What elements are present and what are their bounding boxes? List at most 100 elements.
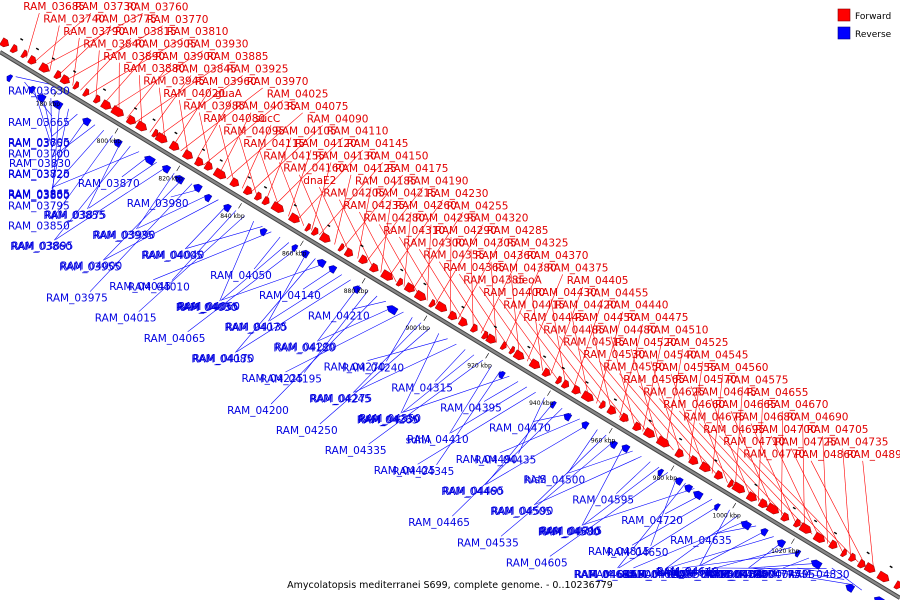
gene-label: RAM_04380	[495, 262, 557, 274]
gene-label: RAM_04140	[259, 290, 321, 302]
leader-line	[535, 456, 642, 505]
leader-line	[499, 418, 580, 454]
leader-line	[567, 429, 598, 474]
leader-line	[269, 274, 342, 321]
forward-gene-arrow	[154, 131, 168, 144]
gene-label: RAM_04670	[767, 399, 829, 411]
forward-gene-arrow	[288, 212, 300, 224]
leader-line	[810, 460, 867, 568]
genome-caption: Amycolatopsis mediterranei S699, complet…	[287, 580, 613, 591]
leader-line	[770, 435, 821, 540]
leader-line	[619, 324, 643, 418]
reverse-gene-arrow	[82, 117, 92, 127]
reverse-gene-arrow	[845, 583, 856, 593]
forward-gene-arrow	[413, 289, 427, 302]
gene-label: RAM_04015	[95, 313, 157, 325]
leader-line	[15, 76, 53, 85]
gene-label: RAM_04565	[623, 374, 685, 386]
gene-label: RAM_03985	[183, 101, 245, 113]
gene-label: RAM_04495	[443, 485, 505, 497]
legend-forward-label: Forward	[855, 12, 891, 22]
forward-gene-arrow	[9, 43, 18, 54]
leader-line	[633, 520, 748, 569]
forward-gene-arrow	[53, 70, 62, 80]
leader-line	[400, 333, 440, 414]
gene-label: RAM_04860	[795, 449, 857, 461]
leader-line	[89, 183, 193, 292]
gene-label: RAM_03960	[195, 76, 257, 88]
gene-label: RAM_04475	[627, 312, 689, 324]
gene-label: RAM_04615	[656, 567, 718, 579]
leader-line	[126, 62, 172, 119]
gene-label: RAM_04520	[615, 337, 677, 349]
leader-line	[403, 375, 510, 413]
leader-line	[500, 440, 616, 537]
forward-gene-arrow	[310, 226, 319, 236]
gene-label: RAM_03900	[155, 51, 217, 63]
kbp-tick	[423, 315, 428, 321]
feature-dash	[423, 282, 427, 286]
gene-label: RAM_04710	[723, 436, 785, 448]
leader-line	[235, 258, 316, 353]
gene-label: RAM_04150	[367, 151, 429, 163]
leader-line	[479, 286, 536, 367]
forward-gene-arrow	[125, 114, 136, 125]
forward-gene-arrow	[485, 333, 497, 344]
forward-gene-arrow	[765, 502, 780, 515]
leader-line	[52, 124, 96, 158]
forward-gene-arrow	[403, 282, 415, 293]
gene-label: RAM_04275	[310, 393, 372, 405]
leader-line	[802, 423, 805, 530]
reverse-gene-arrow	[51, 100, 64, 111]
forward-gene-arrow	[343, 247, 354, 258]
feature-dash	[219, 159, 223, 162]
reverse-gene-arrow	[873, 596, 885, 600]
gene-label: RAM_04045	[109, 281, 171, 293]
legend-reverse-swatch	[837, 26, 851, 40]
gene-label: RAM_03630	[8, 86, 70, 98]
leader-line	[831, 567, 862, 591]
gene-label: RAM_04690	[787, 412, 849, 424]
leader-line	[451, 407, 563, 517]
forward-gene-arrow	[242, 185, 253, 196]
gene-label: RAM_04290	[435, 225, 497, 237]
leader-line	[241, 124, 272, 189]
leader-line	[299, 174, 328, 240]
gene-label: RAM_03665	[8, 117, 70, 129]
gene-label: RAM_03905	[135, 39, 197, 51]
forward-gene-arrow	[731, 481, 746, 494]
gene-label: RAM_04630	[589, 569, 651, 581]
forward-gene-arrow	[229, 177, 240, 188]
leader-line	[749, 563, 818, 569]
leader-line	[485, 402, 554, 486]
leader-line	[153, 231, 272, 281]
gene-label: RAM_04770	[743, 449, 805, 461]
gene-label: RAM_03885	[207, 51, 269, 63]
gene-label: RAM_04600	[539, 526, 601, 538]
gene-label: RAM_04895	[847, 449, 900, 461]
gene-label: RAM_03720	[8, 169, 70, 181]
gene-label: RAM_04765	[638, 569, 700, 581]
leader-line	[104, 199, 219, 260]
leader-line	[72, 37, 80, 86]
gene-label: RAM_04480	[595, 325, 657, 337]
leader-line	[449, 236, 452, 315]
gene-label: RAM_03865	[8, 189, 70, 201]
leader-line	[51, 130, 105, 189]
gene-label: RAM_04245	[309, 394, 371, 406]
reverse-gene-arrow	[550, 400, 557, 409]
reverse-gene-arrow	[581, 421, 590, 430]
gene-label: RAM_03730	[75, 1, 137, 13]
gene-label: RAM_04485	[543, 324, 605, 336]
feature-dash	[678, 437, 683, 441]
gene-label: deoA	[515, 275, 543, 287]
leader-line	[822, 436, 828, 544]
reverse-gene-arrow	[204, 194, 213, 203]
forward-gene-arrow	[253, 191, 262, 201]
forward-gene-arrow	[655, 435, 670, 448]
forward-gene-arrow	[20, 49, 28, 59]
leader-line	[318, 162, 383, 236]
gene-label: RAM_04775	[739, 569, 801, 581]
feature-dash	[542, 355, 547, 359]
leader-line	[596, 311, 623, 404]
